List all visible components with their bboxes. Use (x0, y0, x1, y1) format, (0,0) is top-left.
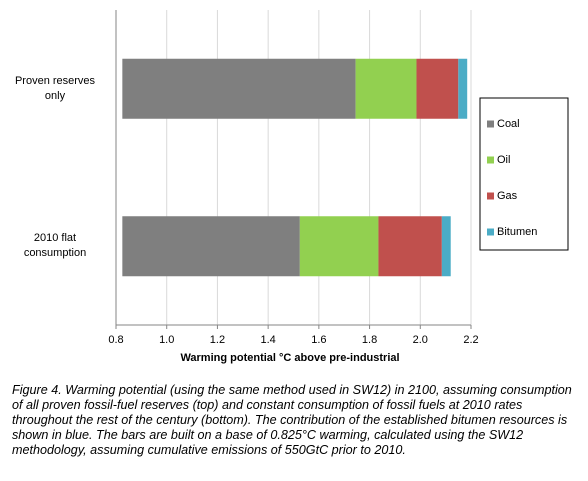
caption: Figure 4. Warming potential (using the s… (12, 383, 572, 457)
legend-label: Oil (497, 154, 510, 166)
legend-label: Bitumen (497, 226, 537, 238)
y-tick-label: Proven reserves only (14, 74, 96, 102)
x-tick-label: 2.0 (413, 334, 428, 346)
y-tick-label: 2010 flat consumption (23, 232, 87, 260)
bar-segment (416, 58, 459, 119)
bar-segment (355, 58, 417, 119)
x-tick-label: 1.4 (260, 334, 275, 346)
legend-label: Gas (497, 190, 518, 202)
legend-swatch (487, 120, 494, 128)
x-tick-label: 1.6 (311, 334, 326, 346)
x-tick-label: 2.2 (463, 334, 478, 346)
legend-swatch (487, 192, 494, 200)
bar-segment (378, 216, 442, 277)
bar-segment (122, 216, 300, 277)
x-tick-label: 1.0 (159, 334, 174, 346)
bar-segment (122, 58, 356, 119)
legend-swatch (487, 228, 494, 236)
x-tick-label: 0.8 (108, 334, 123, 346)
x-tick-label: 1.2 (210, 334, 225, 346)
chart: Warming potential °C above pre-industria… (108, 10, 569, 364)
bar-segment (299, 216, 379, 277)
legend-label: Coal (497, 118, 520, 130)
legend-box (479, 97, 569, 251)
bar-segment (458, 58, 468, 119)
bar-segment (441, 216, 451, 277)
legend-swatch (487, 156, 494, 164)
x-tick-label: 1.8 (362, 334, 377, 346)
x-axis-label: Warming potential °C above pre-industria… (180, 352, 399, 364)
